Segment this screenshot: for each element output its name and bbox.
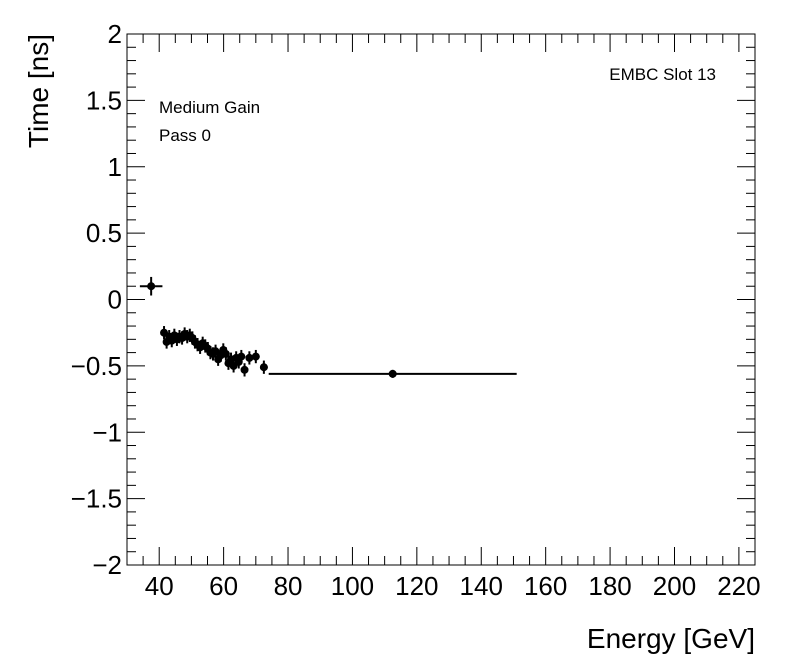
data-point [268, 369, 517, 378]
point-marker [237, 352, 246, 361]
axis-ticks [126, 33, 756, 566]
y-tick-label: −1 [92, 417, 122, 447]
data-point [139, 276, 163, 296]
data-points [139, 276, 517, 378]
y-tick-label: −1.5 [71, 484, 122, 514]
y-tick-label: 1.5 [86, 85, 122, 115]
y-tick-label: 0.5 [86, 218, 122, 248]
x-tick-label: 220 [717, 571, 760, 601]
data-point [251, 349, 260, 364]
y-tick-label: 0 [108, 285, 122, 315]
annotation-slot: EMBC Slot 13 [609, 65, 716, 84]
point-marker [251, 352, 260, 361]
y-axis-title: Time [ns] [23, 34, 54, 148]
x-tick-label: 200 [653, 571, 696, 601]
point-marker [259, 363, 268, 372]
point-marker [221, 349, 230, 358]
point-marker [147, 282, 156, 291]
x-tick-label: 120 [395, 571, 438, 601]
data-point [237, 349, 246, 364]
data-point [240, 363, 249, 377]
y-tick-label: −0.5 [71, 351, 122, 381]
data-point [259, 360, 268, 374]
x-tick-label: 140 [460, 571, 503, 601]
y-tick-label: 1 [108, 152, 122, 182]
point-marker [240, 365, 249, 374]
annotation-gain: Medium Gain [159, 98, 260, 117]
y-tick-label: −2 [92, 550, 122, 580]
x-tick-label: 60 [209, 571, 238, 601]
x-tick-label: 180 [588, 571, 631, 601]
x-tick-label: 100 [331, 571, 374, 601]
data-point [245, 351, 254, 365]
tick-labels: 40 60 80 100 120 140 160 180 200 220 2 1.5 1 0.5 0 −0.5… [71, 19, 761, 601]
x-tick-label: 40 [145, 571, 174, 601]
point-marker [245, 353, 254, 362]
data-point [221, 347, 230, 361]
annotation-pass: Pass 0 [159, 126, 211, 145]
x-axis-title: Energy [GeV] [587, 623, 755, 654]
x-tick-label: 80 [274, 571, 303, 601]
x-tick-label: 160 [524, 571, 567, 601]
point-marker [388, 369, 397, 378]
y-tick-label: 2 [108, 19, 122, 49]
